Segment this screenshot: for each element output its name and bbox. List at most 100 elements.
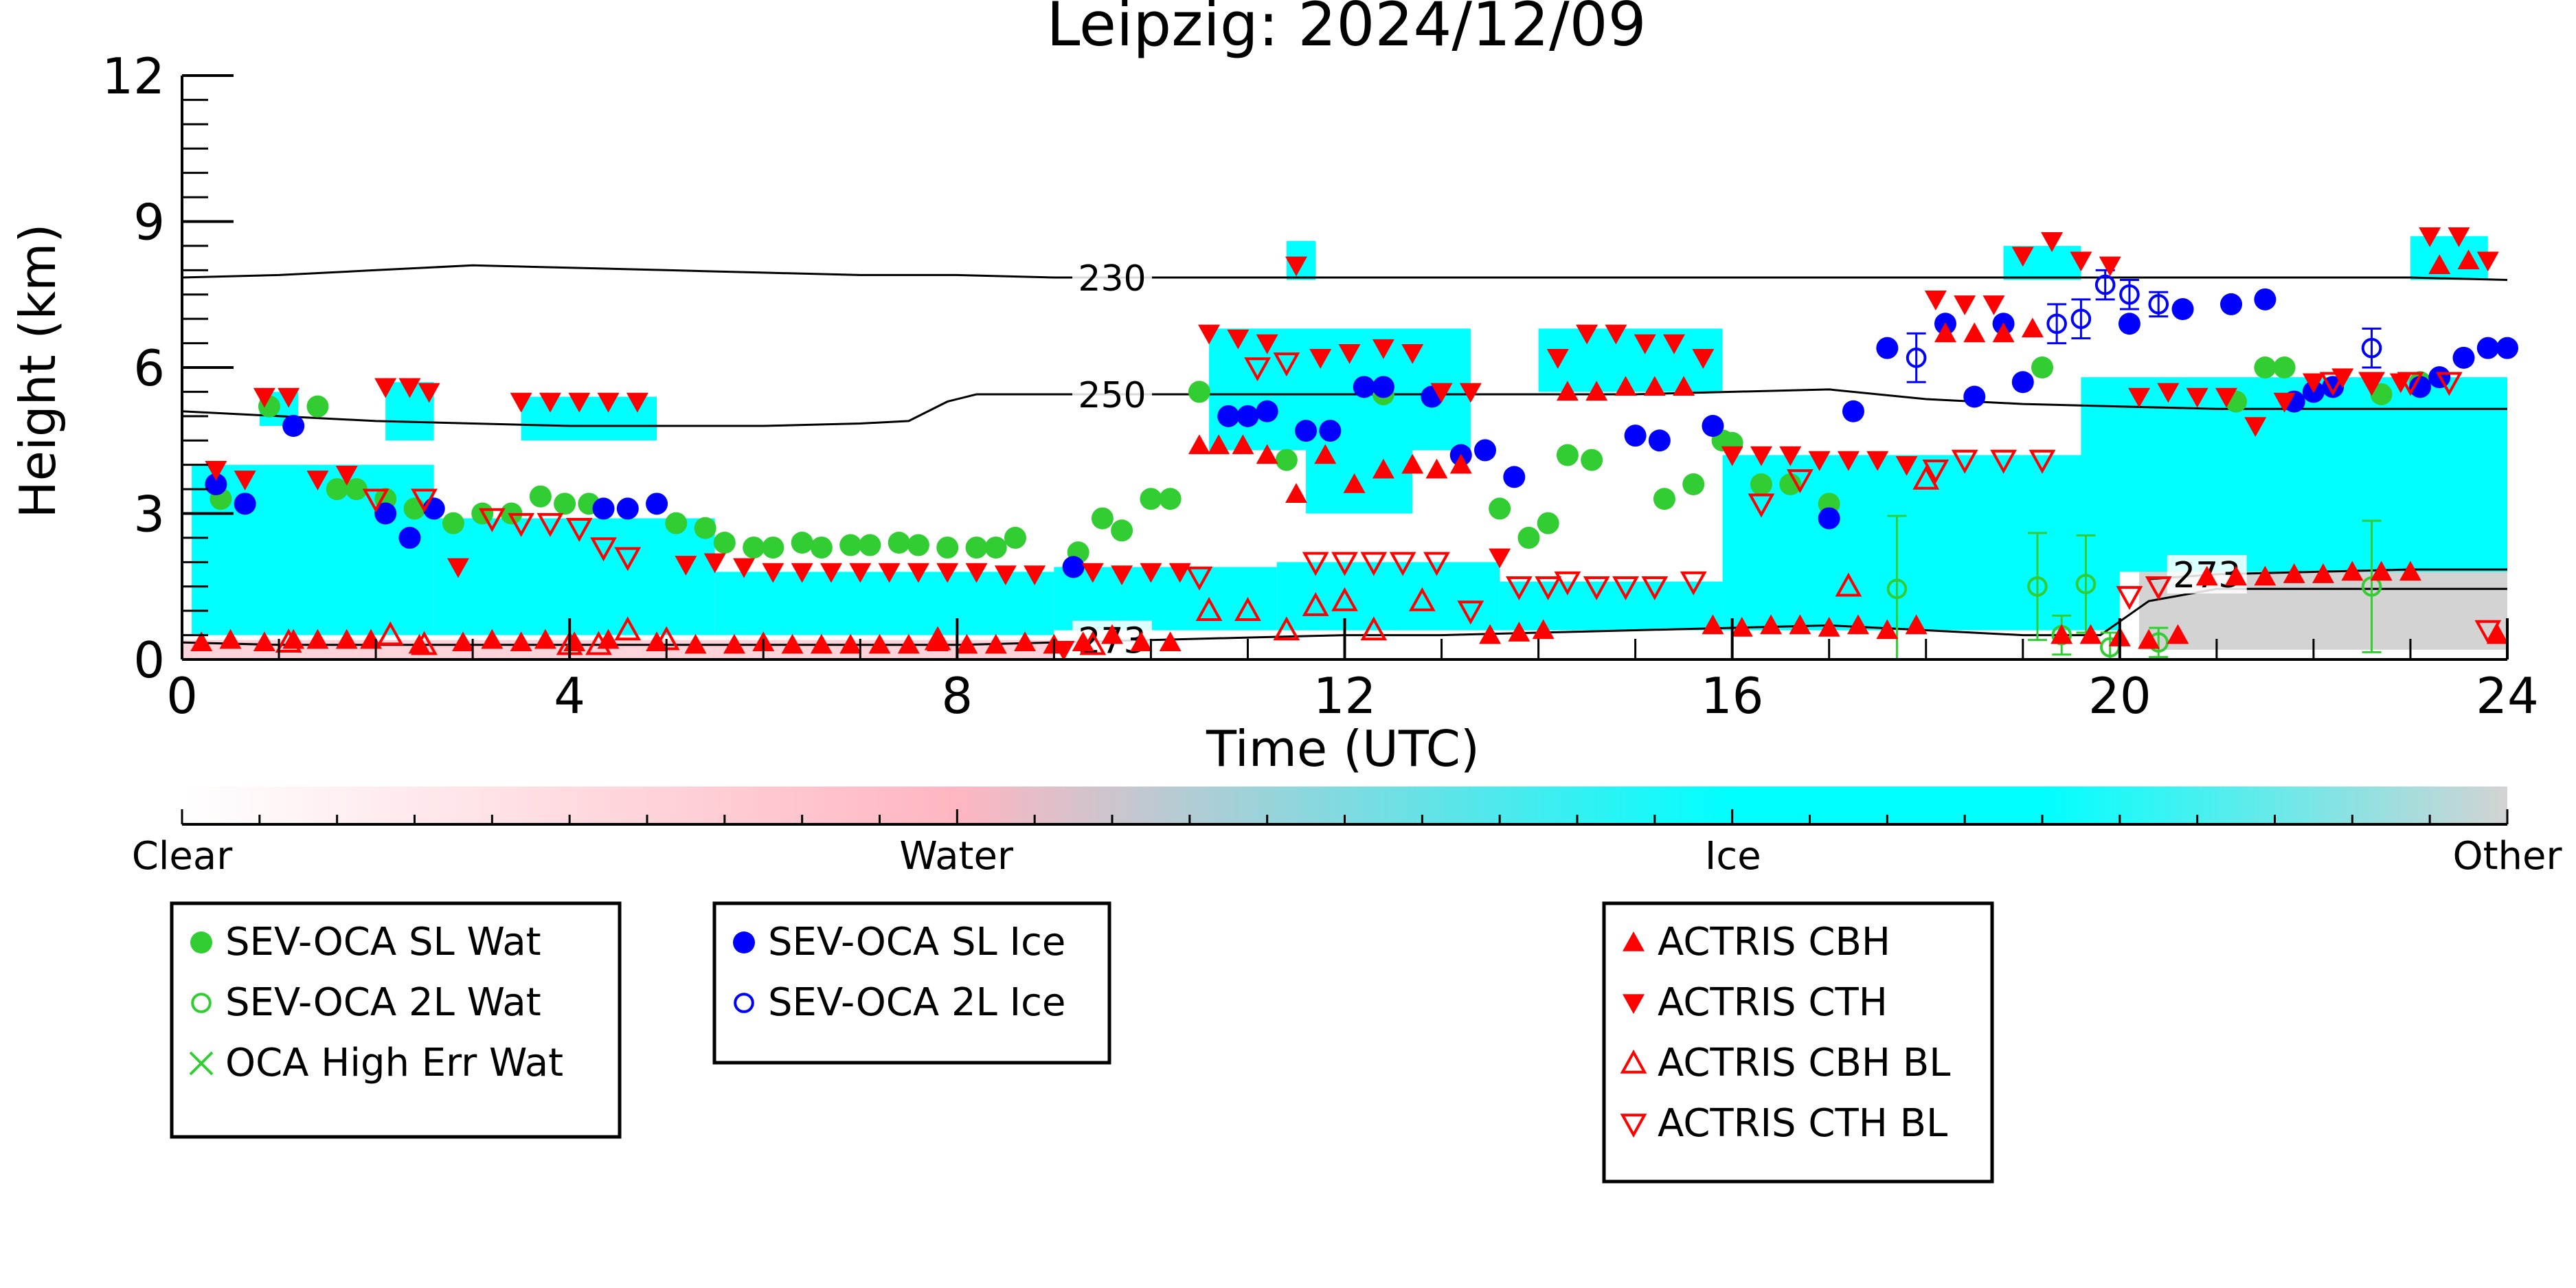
point-actris-cth-bl bbox=[1535, 576, 1562, 600]
point-actris-cth bbox=[2070, 251, 2092, 272]
point-actris-cbh bbox=[1992, 322, 2015, 343]
point-actris-cbh bbox=[1818, 616, 1840, 637]
point-actris-cbh bbox=[723, 633, 745, 654]
point-actris-cth bbox=[1401, 343, 1424, 364]
point-actris-cbh bbox=[1905, 614, 1928, 635]
point-sev-oca-sl-ice bbox=[1702, 415, 1724, 437]
point-actris-cbh bbox=[1372, 458, 1394, 479]
point-actris-cth bbox=[1721, 446, 1743, 466]
point-sev-oca-sl-wat bbox=[1653, 488, 1675, 510]
point-sev-oca-sl-ice bbox=[1474, 439, 1497, 462]
point-sev-oca-sl-wat bbox=[839, 534, 862, 556]
point-actris-cbh-bl bbox=[614, 616, 642, 641]
classification-colorbar: Clear Water Ice Other bbox=[132, 787, 2562, 879]
error-bar bbox=[2027, 532, 2047, 642]
point-actris-cbh bbox=[1847, 614, 1870, 635]
point-sev-oca-sl-wat bbox=[859, 534, 881, 556]
point-actris-cth bbox=[820, 563, 842, 583]
plot-axes: 0 3 6 9 12 0 4 8 12 16 20 24 bbox=[102, 47, 2538, 725]
point-actris-cth bbox=[1895, 455, 1918, 476]
point-actris-cbh bbox=[1585, 381, 1608, 401]
point-actris-cth bbox=[733, 558, 756, 578]
point-sev-oca-sl-ice bbox=[1319, 420, 1342, 442]
point-actris-cth bbox=[626, 392, 648, 413]
point-sev-oca-sl-wat bbox=[1275, 449, 1298, 471]
point-actris-cbh bbox=[335, 629, 358, 649]
point-actris-cbh bbox=[1479, 624, 1502, 644]
point-actris-cbh bbox=[1130, 631, 1153, 652]
classification-patch-ice bbox=[433, 518, 715, 635]
point-sev-oca-sl-ice bbox=[1624, 425, 1647, 447]
point-sev-oca-sl-wat bbox=[1004, 526, 1026, 549]
point-sev-oca-sl-ice bbox=[2011, 371, 2034, 394]
point-sev-oca-sl-wat bbox=[2254, 357, 2276, 379]
point-actris-cth-bl bbox=[1273, 352, 1300, 377]
legend-marker bbox=[189, 1051, 214, 1076]
point-sev-oca-sl-wat bbox=[1111, 519, 1133, 542]
point-actris-cbh bbox=[839, 633, 862, 654]
point-actris-cbh bbox=[684, 633, 707, 654]
point-actris-cth bbox=[374, 378, 397, 398]
point-sev-oca-sl-wat bbox=[1556, 444, 1579, 466]
point-sev-oca-sl-wat bbox=[2273, 357, 2296, 379]
series-actris-cth bbox=[205, 227, 2499, 661]
point-actris-cbh bbox=[810, 633, 833, 654]
point-actris-cth bbox=[1954, 295, 1976, 315]
contour-line-230 bbox=[181, 264, 2508, 281]
point-actris-cbh bbox=[2195, 565, 2218, 586]
point-actris-cbh-bl bbox=[1360, 616, 1388, 641]
point-actris-cbh bbox=[2079, 624, 2102, 644]
point-sev-oca-sl-ice bbox=[1353, 376, 1375, 398]
point-actris-cbh bbox=[1285, 483, 1307, 503]
point-sev-oca-sl-ice bbox=[1256, 400, 1278, 422]
point-sev-oca-sl-wat bbox=[529, 485, 552, 508]
point-actris-cth bbox=[1372, 339, 1394, 359]
point-actris-cth-bl bbox=[614, 547, 642, 572]
point-actris-cth bbox=[849, 563, 872, 583]
point-sev-oca-sl-wat bbox=[1159, 488, 1182, 510]
legend-marker bbox=[1623, 994, 1645, 1014]
point-sev-oca-sl-ice bbox=[1876, 337, 1899, 359]
point-actris-cth-bl bbox=[1423, 552, 1450, 576]
point-actris-cth bbox=[703, 553, 726, 574]
contour-line-273 bbox=[181, 587, 2507, 646]
point-actris-cth-bl bbox=[1990, 449, 2017, 474]
point-actris-cbh-bl bbox=[1408, 587, 1436, 611]
contour-label-250: 250 bbox=[1078, 375, 1146, 416]
legend-marker bbox=[733, 931, 755, 953]
point-actris-cth bbox=[1692, 349, 1715, 369]
point-actris-cth bbox=[1750, 446, 1772, 466]
point-sev-oca-sl-ice bbox=[616, 497, 639, 520]
point-actris-cth bbox=[2215, 387, 2237, 408]
point-actris-cbh bbox=[1343, 473, 1366, 493]
point-actris-cth bbox=[1338, 343, 1361, 364]
point-actris-cbh-bl bbox=[1195, 597, 1223, 621]
point-sev-oca-2l-wat bbox=[2075, 574, 2097, 595]
point-actris-cth-bl bbox=[411, 488, 438, 513]
point-actris-cth-bl bbox=[1457, 600, 1484, 625]
point-actris-cth-bl bbox=[2474, 620, 2502, 644]
point-sev-oca-sl-ice bbox=[234, 493, 256, 515]
x-tick-label: 0 bbox=[166, 667, 198, 725]
point-sev-oca-sl-wat bbox=[1779, 473, 1802, 495]
point-actris-cth bbox=[2186, 387, 2208, 408]
point-actris-cbh-bl bbox=[376, 621, 404, 646]
y-tick-label: 12 bbox=[102, 47, 165, 105]
point-actris-cth-bl bbox=[2116, 586, 2143, 611]
point-actris-cth-bl bbox=[362, 488, 389, 513]
point-actris-cth-bl bbox=[1951, 449, 1978, 474]
point-sev-oca-2l-ice bbox=[2094, 274, 2116, 295]
point-sev-oca-sl-ice bbox=[2476, 337, 2499, 359]
point-sev-oca-sl-ice bbox=[398, 526, 421, 549]
point-actris-cbh bbox=[2225, 565, 2248, 586]
contour-line-250 bbox=[181, 388, 2507, 427]
point-actris-cth-bl bbox=[478, 508, 506, 532]
colorbar-label-other: Other bbox=[2452, 834, 2562, 879]
point-actris-cbh bbox=[1508, 622, 1530, 642]
point-actris-cth bbox=[2244, 417, 2267, 437]
point-actris-cth bbox=[1024, 565, 1046, 586]
legend-entry-label: OCA High Err Wat bbox=[225, 1041, 563, 1085]
point-actris-cbh bbox=[868, 633, 891, 654]
point-actris-cth bbox=[936, 563, 959, 583]
point-sev-oca-sl-ice bbox=[1236, 405, 1259, 427]
